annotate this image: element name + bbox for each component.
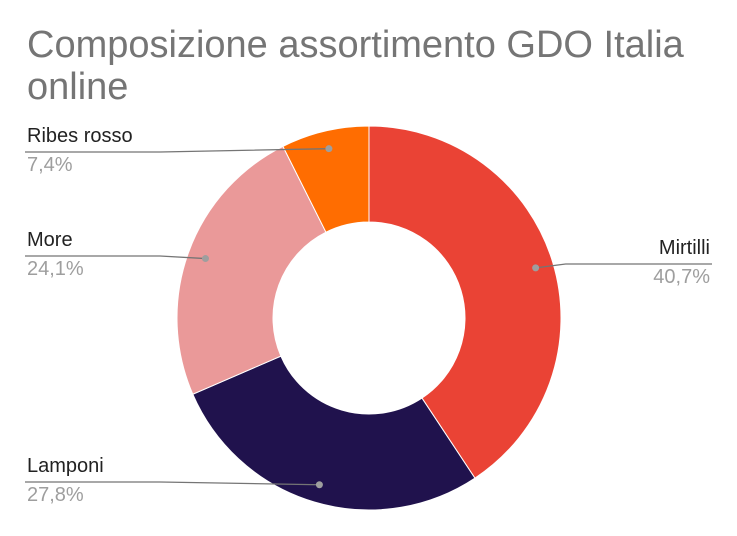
slice-ribes-rosso	[282, 125, 370, 233]
slice-value-more: 24,1%	[27, 258, 84, 280]
slice-lamponi	[192, 355, 476, 511]
slice-mirtilli	[368, 125, 562, 479]
slice-value-mirtilli: 40,7%	[653, 266, 710, 288]
leader-dot-more	[201, 255, 209, 263]
slice-value-ribes-rosso: 7,4%	[27, 154, 73, 176]
leader-dot-mirtilli	[532, 264, 540, 272]
slice-more	[176, 145, 327, 395]
leader-dot-lamponi	[315, 481, 323, 489]
leader-line-mirtilli	[535, 263, 712, 269]
leader-line-lamponi	[25, 481, 320, 486]
chart-title: Composizione assortimento GDO Italia onl…	[27, 24, 684, 108]
slice-label-more: More	[27, 229, 73, 251]
leader-line-more	[25, 255, 206, 260]
leader-dot-ribes-rosso	[325, 145, 333, 153]
slice-label-mirtilli: Mirtilli	[659, 237, 710, 259]
slice-label-ribes-rosso: Ribes rosso	[27, 125, 133, 147]
slice-value-lamponi: 27,8%	[27, 484, 84, 506]
leader-line-ribes-rosso	[25, 148, 329, 153]
slice-label-lamponi: Lamponi	[27, 455, 104, 477]
